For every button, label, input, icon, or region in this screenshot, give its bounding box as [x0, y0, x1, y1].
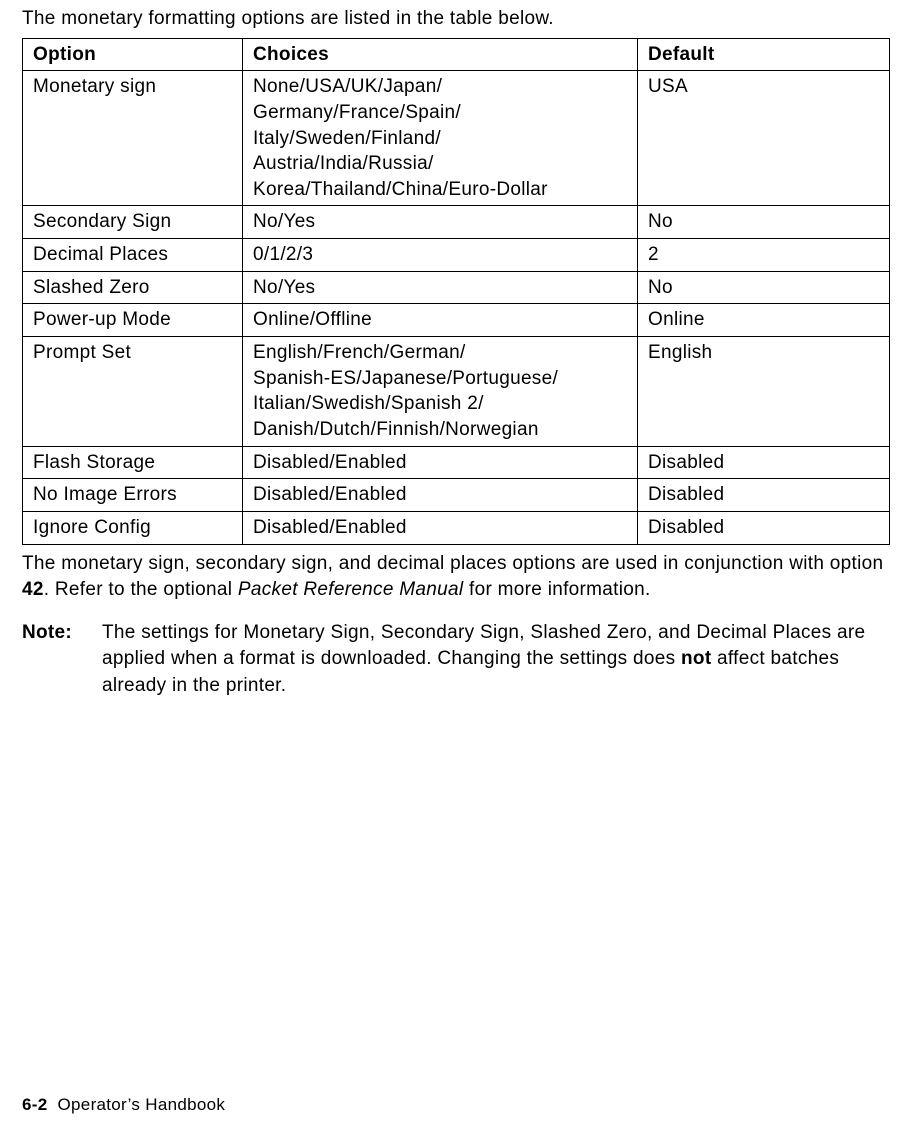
table-header-row: Option Choices Default	[23, 38, 890, 71]
cell-option: Flash Storage	[23, 446, 243, 479]
header-default: Default	[638, 38, 890, 71]
footer-page-number: 6-2	[22, 1095, 47, 1114]
table-row: Slashed Zero No/Yes No	[23, 271, 890, 304]
cell-option: Prompt Set	[23, 337, 243, 447]
cell-choices: Disabled/Enabled	[243, 479, 638, 512]
table-row: Power-up Mode Online/Offline Online	[23, 304, 890, 337]
cell-default: Disabled	[638, 479, 890, 512]
explanatory-paragraph: The monetary sign, secondary sign, and d…	[22, 551, 890, 604]
header-choices: Choices	[243, 38, 638, 71]
para2-ital: Packet Reference Manual	[238, 579, 464, 600]
table-row: No Image Errors Disabled/Enabled Disable…	[23, 479, 890, 512]
cell-choices: Online/Offline	[243, 304, 638, 337]
cell-default: 2	[638, 239, 890, 272]
cell-option: Decimal Places	[23, 239, 243, 272]
cell-choices: Disabled/Enabled	[243, 446, 638, 479]
cell-choices: Disabled/Enabled	[243, 511, 638, 544]
table-row: Ignore Config Disabled/Enabled Disabled	[23, 511, 890, 544]
intro-paragraph: The monetary formatting options are list…	[22, 6, 890, 32]
table-row: Prompt Set English/French/German/Spanish…	[23, 337, 890, 447]
cell-default: English	[638, 337, 890, 447]
cell-option: Monetary sign	[23, 71, 243, 206]
cell-default: No	[638, 206, 890, 239]
cell-option: Slashed Zero	[23, 271, 243, 304]
para2-bold: 42	[22, 579, 44, 600]
cell-default: Disabled	[638, 511, 890, 544]
para2-mid: . Refer to the optional	[44, 579, 238, 600]
para2-pre: The monetary sign, secondary sign, and d…	[22, 553, 883, 574]
note-block: Note: The settings for Monetary Sign, Se…	[22, 620, 890, 700]
cell-choices: 0/1/2/3	[243, 239, 638, 272]
note-bold: not	[681, 648, 711, 669]
note-text: The settings for Monetary Sign, Secondar…	[102, 620, 890, 700]
cell-option: Secondary Sign	[23, 206, 243, 239]
cell-default: Online	[638, 304, 890, 337]
cell-choices: No/Yes	[243, 206, 638, 239]
cell-default: No	[638, 271, 890, 304]
options-table: Option Choices Default Monetary sign Non…	[22, 38, 890, 545]
header-option: Option	[23, 38, 243, 71]
table-row: Decimal Places 0/1/2/3 2	[23, 239, 890, 272]
table-row: Secondary Sign No/Yes No	[23, 206, 890, 239]
para2-post: for more information.	[463, 579, 650, 600]
note-label: Note:	[22, 620, 102, 700]
footer-title: Operator’s Handbook	[58, 1095, 226, 1114]
cell-option: Ignore Config	[23, 511, 243, 544]
table-row: Flash Storage Disabled/Enabled Disabled	[23, 446, 890, 479]
cell-default: Disabled	[638, 446, 890, 479]
table-row: Monetary sign None/USA/UK/Japan/Germany/…	[23, 71, 890, 206]
cell-choices: No/Yes	[243, 271, 638, 304]
page-footer: 6-2 Operator’s Handbook	[22, 1095, 225, 1115]
cell-choices: None/USA/UK/Japan/Germany/France/Spain/I…	[243, 71, 638, 206]
cell-option: Power-up Mode	[23, 304, 243, 337]
cell-default: USA	[638, 71, 890, 206]
cell-option: No Image Errors	[23, 479, 243, 512]
cell-choices: English/French/German/Spanish-ES/Japanes…	[243, 337, 638, 447]
